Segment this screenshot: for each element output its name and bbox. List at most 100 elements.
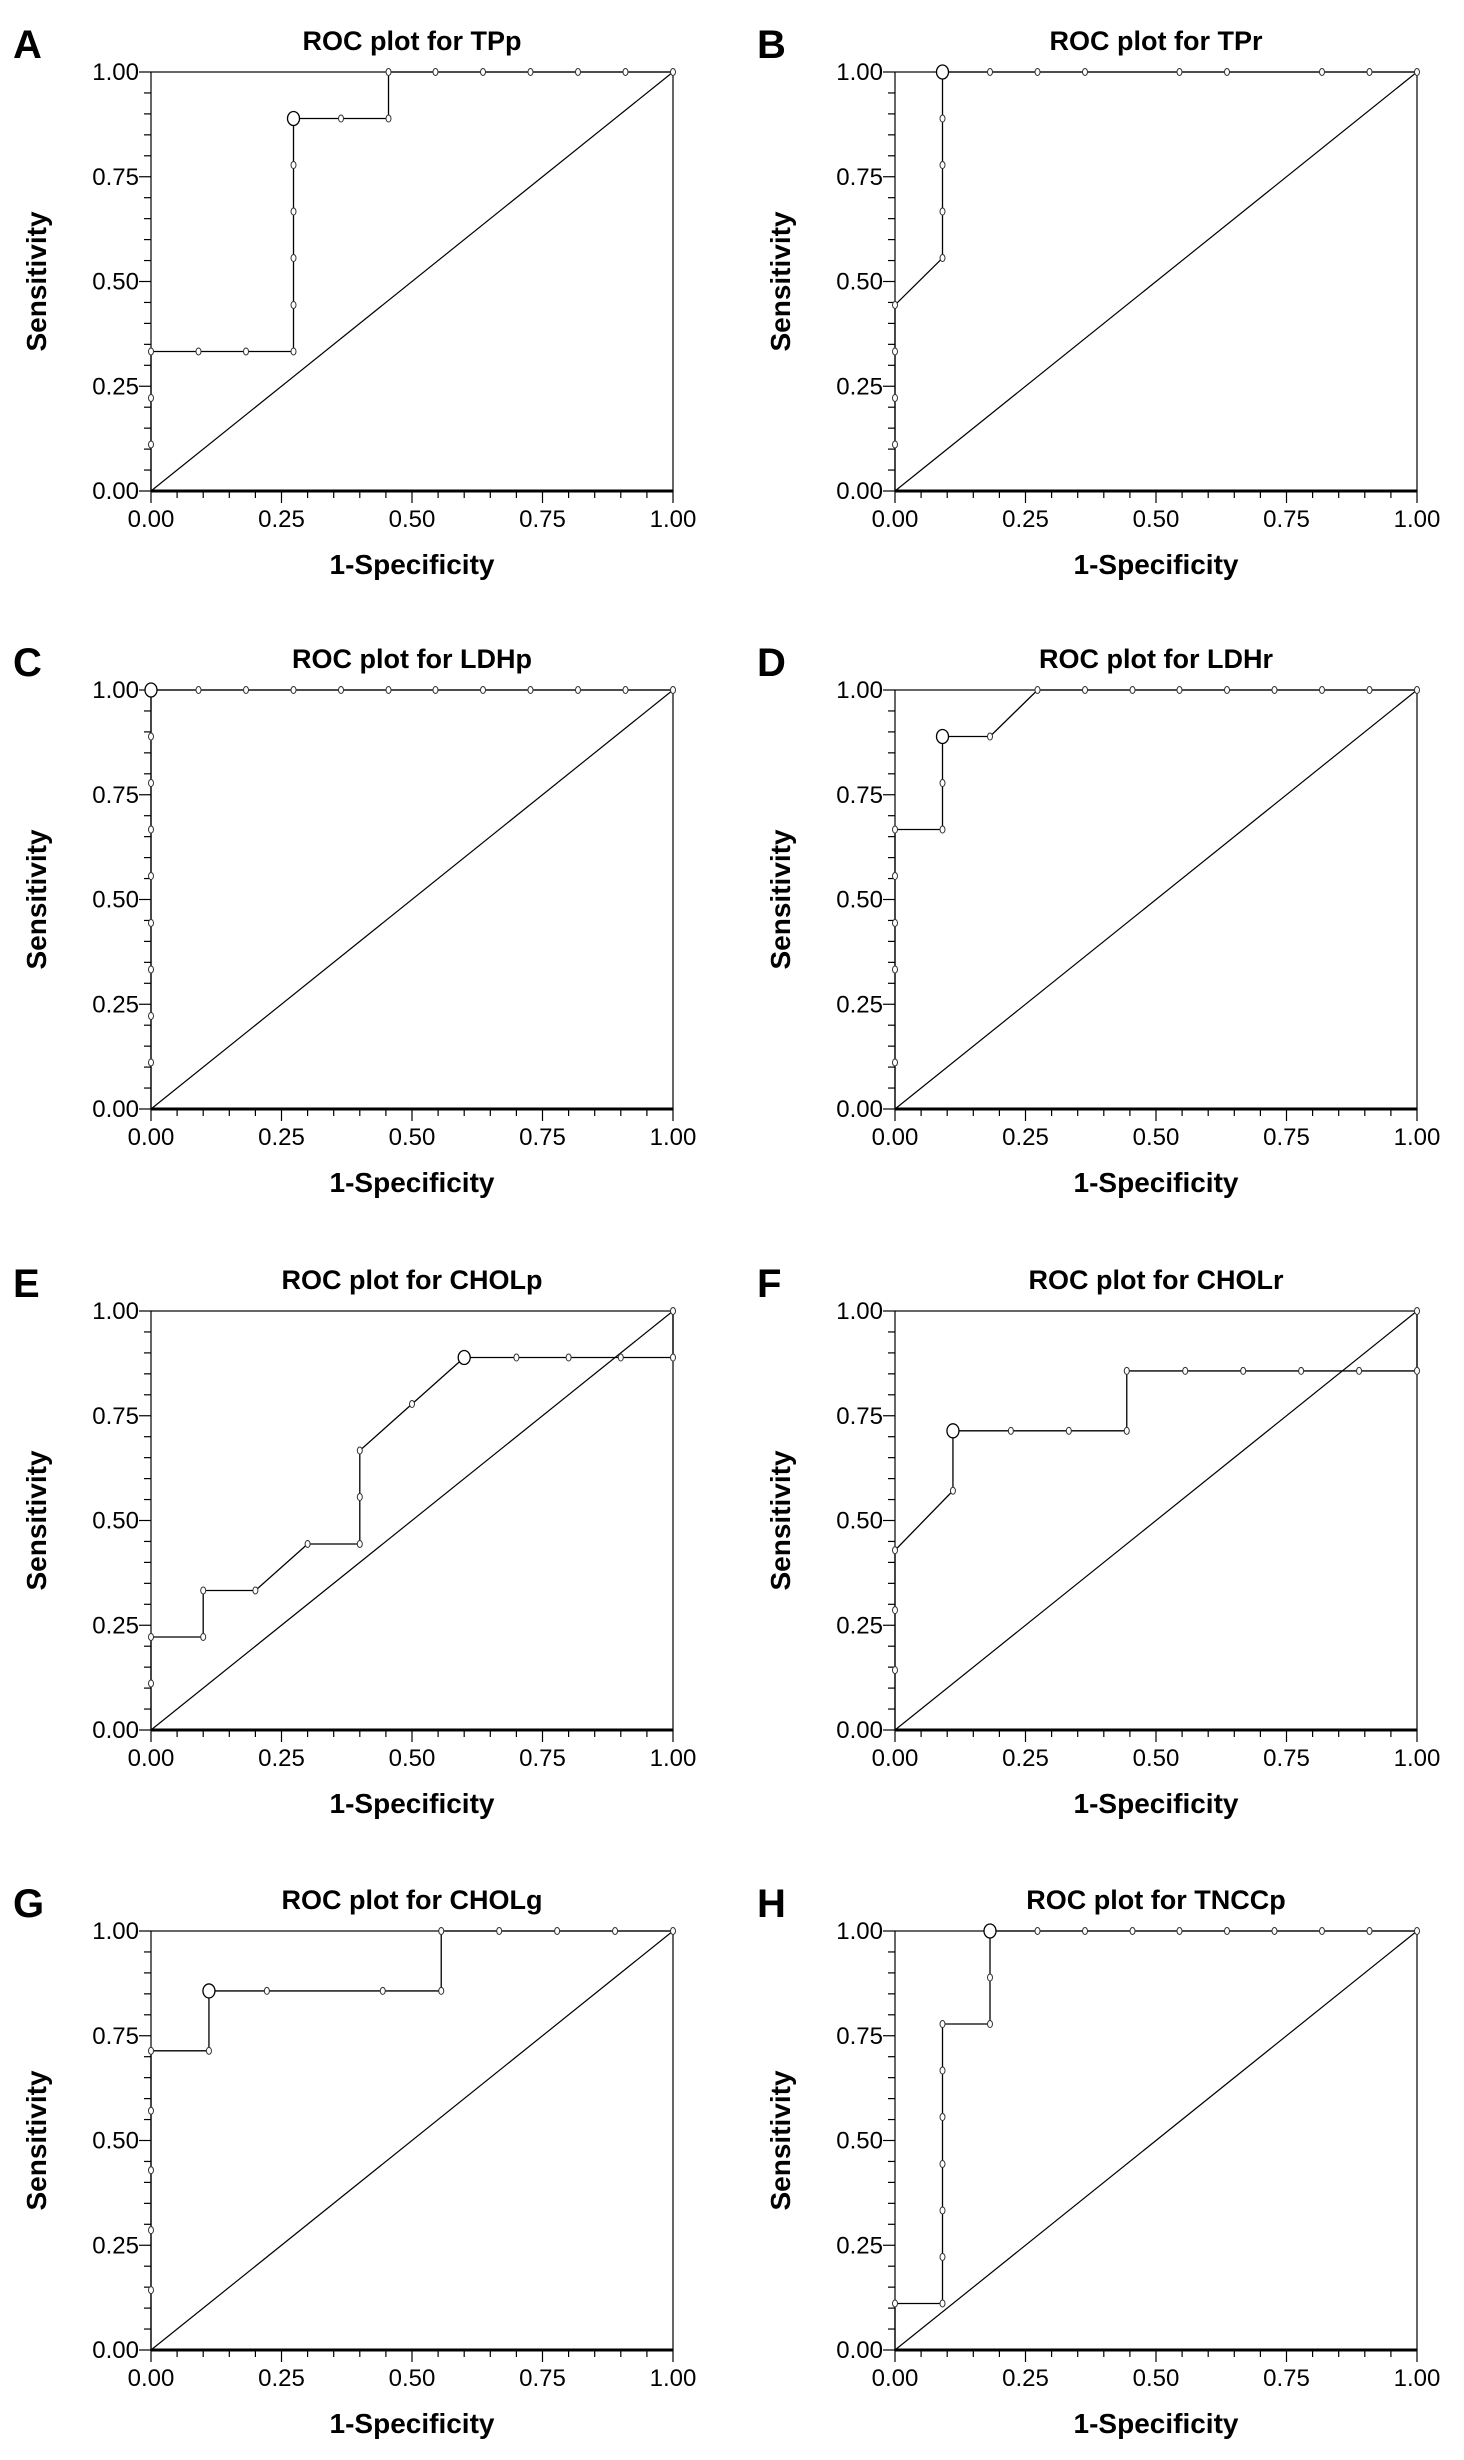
x-tick-label: 0.75 bbox=[519, 2365, 566, 2392]
x-tick-label: 1.00 bbox=[1394, 1124, 1441, 1151]
roc-point bbox=[1414, 1927, 1420, 1935]
reference-diagonal bbox=[150, 1310, 674, 1731]
y-tick-label: 1.00 bbox=[836, 677, 883, 704]
y-tick-label: 0.25 bbox=[836, 991, 883, 1018]
x-axis-label: 1-Specificity bbox=[330, 2408, 495, 2439]
y-axis-label: Sensitivity bbox=[765, 211, 796, 351]
y-tick-label: 0.25 bbox=[836, 373, 883, 400]
y-tick-label: 0.75 bbox=[836, 164, 883, 191]
y-tick-label: 0.75 bbox=[92, 2023, 139, 2050]
roc-point bbox=[1176, 1927, 1183, 1935]
roc-point bbox=[252, 1586, 259, 1595]
roc-panel-b: B ROC plot for TPr 0.00 0.25 0.50 0.75 1.00 0.0… bbox=[757, 23, 1440, 580]
x-tick-label: 1.00 bbox=[650, 1745, 697, 1772]
x-tick-label: 0.50 bbox=[389, 1745, 436, 1772]
roc-point bbox=[338, 686, 345, 694]
y-tick-label: 0.75 bbox=[836, 1403, 883, 1430]
optimal-cutoff-point bbox=[946, 1423, 960, 1439]
x-tick-label: 0.25 bbox=[258, 1745, 305, 1772]
roc-point bbox=[148, 872, 154, 881]
roc-point bbox=[612, 1927, 619, 1935]
roc-point bbox=[892, 300, 898, 309]
roc-point bbox=[200, 1586, 207, 1595]
roc-point bbox=[1414, 1307, 1420, 1315]
roc-point bbox=[479, 68, 486, 76]
y-tick-label: 0.25 bbox=[92, 2232, 139, 2259]
roc-point bbox=[565, 1353, 572, 1362]
y-axis-label: Sensitivity bbox=[765, 1450, 796, 1590]
roc-point bbox=[939, 779, 946, 788]
roc-panel-g: G ROC plot for CHOLg 0.00 0.25 0.50 0.75 1.00 0… bbox=[13, 1882, 696, 2439]
roc-point bbox=[892, 872, 898, 881]
panel-letter: G bbox=[13, 1882, 44, 1926]
y-tick-label: 0.50 bbox=[92, 2128, 139, 2155]
roc-point bbox=[939, 2113, 946, 2122]
roc-point bbox=[1123, 1366, 1130, 1375]
y-tick-label: 0.75 bbox=[92, 164, 139, 191]
x-tick-label: 0.25 bbox=[258, 2365, 305, 2392]
reference-diagonal bbox=[894, 689, 1418, 1110]
x-axis-label: 1-Specificity bbox=[1074, 1788, 1239, 1819]
reference-diagonal bbox=[894, 1310, 1418, 1731]
x-tick-label: 0.00 bbox=[872, 506, 919, 533]
roc-point bbox=[290, 347, 297, 356]
roc-point bbox=[148, 2166, 154, 2175]
roc-point bbox=[496, 1927, 503, 1935]
y-tick-label: 0.50 bbox=[92, 269, 139, 296]
x-tick-label: 0.00 bbox=[128, 1124, 175, 1151]
roc-point bbox=[939, 254, 946, 263]
roc-point bbox=[622, 68, 629, 76]
roc-point bbox=[1414, 1366, 1420, 1375]
x-tick-label: 0.25 bbox=[1002, 2365, 1049, 2392]
panel-letter: C bbox=[13, 641, 42, 685]
y-axis-label: Sensitivity bbox=[21, 2070, 52, 2210]
roc-point bbox=[1271, 1927, 1278, 1935]
roc-point bbox=[939, 2066, 946, 2075]
y-tick-label: 0.25 bbox=[92, 991, 139, 1018]
y-tick-label: 0.50 bbox=[836, 887, 883, 914]
chart-title: ROC plot for CHOLr bbox=[1029, 1265, 1284, 1295]
roc-point bbox=[432, 686, 439, 694]
roc-point bbox=[148, 2286, 154, 2295]
roc-point bbox=[527, 686, 534, 694]
roc-point bbox=[892, 1058, 898, 1067]
x-tick-label: 0.50 bbox=[389, 506, 436, 533]
roc-point bbox=[670, 686, 676, 694]
chart-title: ROC plot for LDHr bbox=[1039, 644, 1273, 674]
y-axis-label: Sensitivity bbox=[765, 2070, 796, 2210]
roc-point bbox=[438, 1986, 445, 1995]
roc-point bbox=[290, 686, 297, 694]
roc-point bbox=[987, 1973, 994, 1982]
x-tick-label: 0.75 bbox=[519, 1745, 566, 1772]
roc-point bbox=[1271, 686, 1278, 694]
roc-point bbox=[1223, 1927, 1230, 1935]
roc-curve bbox=[894, 71, 1417, 491]
roc-point bbox=[1123, 1426, 1130, 1435]
roc-point bbox=[1366, 68, 1373, 76]
x-tick-label: 0.00 bbox=[872, 2365, 919, 2392]
x-tick-label: 1.00 bbox=[650, 1124, 697, 1151]
roc-point bbox=[148, 2046, 154, 2055]
roc-point bbox=[1366, 686, 1373, 694]
roc-point bbox=[1007, 1426, 1014, 1435]
y-tick-label: 0.00 bbox=[92, 478, 139, 505]
y-tick-label: 0.50 bbox=[836, 269, 883, 296]
roc-point bbox=[574, 686, 581, 694]
roc-point bbox=[148, 393, 154, 402]
optimal-cutoff-point bbox=[144, 682, 158, 698]
roc-point bbox=[195, 347, 202, 356]
roc-point bbox=[356, 1446, 363, 1455]
x-tick-label: 0.50 bbox=[1133, 2365, 1180, 2392]
roc-point bbox=[617, 1353, 624, 1362]
y-tick-label: 0.75 bbox=[92, 1403, 139, 1430]
roc-point bbox=[432, 68, 439, 76]
roc-point bbox=[205, 2046, 212, 2055]
panel-letter: B bbox=[757, 23, 786, 67]
panel-letter: A bbox=[13, 23, 42, 67]
y-tick-label: 0.00 bbox=[836, 1717, 883, 1744]
roc-point bbox=[987, 68, 994, 76]
reference-diagonal bbox=[150, 1930, 674, 2351]
y-axis-label: Sensitivity bbox=[21, 1450, 52, 1590]
roc-point bbox=[148, 347, 154, 356]
